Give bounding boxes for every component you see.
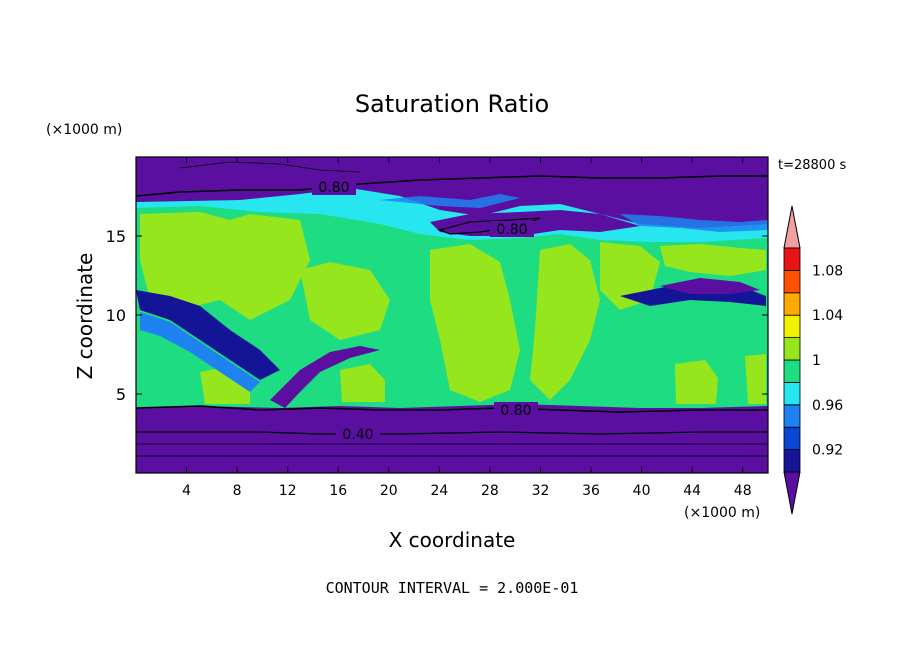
cloud-region-ygreen-10 — [745, 354, 766, 404]
contour-label: 0.40 — [342, 427, 373, 443]
colorbar-swatch — [783, 269, 801, 294]
cloud-region-ygreen-4 — [530, 244, 600, 400]
x-unit-label: (×1000 m) — [684, 505, 760, 521]
colorbar-swatch — [783, 314, 801, 339]
colorbar-label: 1.04 — [812, 308, 843, 324]
x-tick-label: 12 — [279, 483, 297, 499]
colorbar-swatch — [783, 426, 801, 451]
contour-line-0.80-top — [136, 175, 768, 197]
cloud-region-ygreen-9 — [675, 360, 718, 404]
lower-band — [136, 455, 768, 473]
contour-line-0.40 — [136, 431, 768, 435]
cloud-region-ygreen-1 — [140, 212, 310, 320]
mid-streak-center — [270, 346, 380, 408]
colorbar-swatch — [783, 449, 801, 473]
contour-line-top-2 — [179, 161, 361, 173]
x-tick-label: 48 — [734, 483, 752, 499]
time-label: t=28800 s — [778, 158, 846, 173]
colorbar-swatch — [783, 292, 801, 316]
x-tick-label: 4 — [182, 483, 191, 499]
contour-labels: 0.80 0.80 0.80 0.40 — [312, 179, 538, 443]
cloud-region-ygreen-3 — [430, 244, 520, 402]
colorbar-over-triangle — [783, 205, 801, 249]
x-tick-label: 8 — [233, 483, 242, 499]
contour-interval-footer: CONTOUR INTERVAL = 2.000E-01 — [326, 579, 579, 597]
mid-streak-right-2 — [660, 278, 760, 294]
cloud-top-blue — [380, 194, 768, 232]
contour-line-0.80-bottom — [136, 405, 768, 413]
contour-label: 0.80 — [318, 180, 349, 196]
x-tick-label: 32 — [532, 483, 550, 499]
chart-title: Saturation Ratio — [355, 90, 549, 118]
plot-field — [136, 157, 768, 473]
colorbar-label: 0.92 — [812, 443, 843, 459]
colorbar-swatch — [783, 404, 801, 428]
y-tick-label: 15 — [106, 227, 126, 246]
x-axis-ticks: 4 8 12 16 20 24 28 32 36 40 44 48 — [182, 157, 752, 499]
colorbar-under-triangle — [783, 471, 801, 515]
y-axis-label: Z coordinate — [73, 253, 97, 380]
x-axis-label: X coordinate — [389, 528, 516, 552]
upper-dry-tongue — [430, 210, 640, 236]
x-tick-label: 16 — [329, 483, 347, 499]
x-tick-label: 40 — [633, 483, 651, 499]
x-tick-label: 28 — [481, 483, 499, 499]
x-tick-label: 24 — [430, 483, 448, 499]
contour-label: 0.80 — [500, 403, 531, 419]
y-tick-label: 5 — [116, 385, 126, 404]
colorbar-label: 1 — [812, 353, 821, 369]
colorbar-swatch — [783, 247, 801, 271]
y-unit-label: (×1000 m) — [46, 122, 122, 138]
colorbar-swatch — [783, 337, 801, 361]
colorbar-swatch — [783, 359, 801, 383]
colorbar-label: 1.08 — [812, 263, 843, 279]
y-tick-label: 10 — [106, 306, 126, 325]
contour-label: 0.80 — [496, 222, 527, 238]
colorbar-label: 0.96 — [812, 398, 843, 414]
mid-streak-left — [136, 290, 280, 380]
y-axis-ticks: 5 10 15 — [106, 227, 768, 404]
x-tick-label: 20 — [380, 483, 398, 499]
cloud-region-ygreen-8 — [340, 364, 385, 402]
colorbar-swatch — [783, 381, 801, 406]
x-tick-label: 44 — [683, 483, 701, 499]
mid-streak-left-blue — [140, 312, 260, 392]
colorbar: 1.08 1.04 1 0.96 0.92 — [783, 205, 843, 515]
x-tick-label: 36 — [582, 483, 600, 499]
cloud-region-ygreen-6 — [660, 244, 766, 276]
cloud-region-ygreen-2 — [300, 262, 390, 340]
